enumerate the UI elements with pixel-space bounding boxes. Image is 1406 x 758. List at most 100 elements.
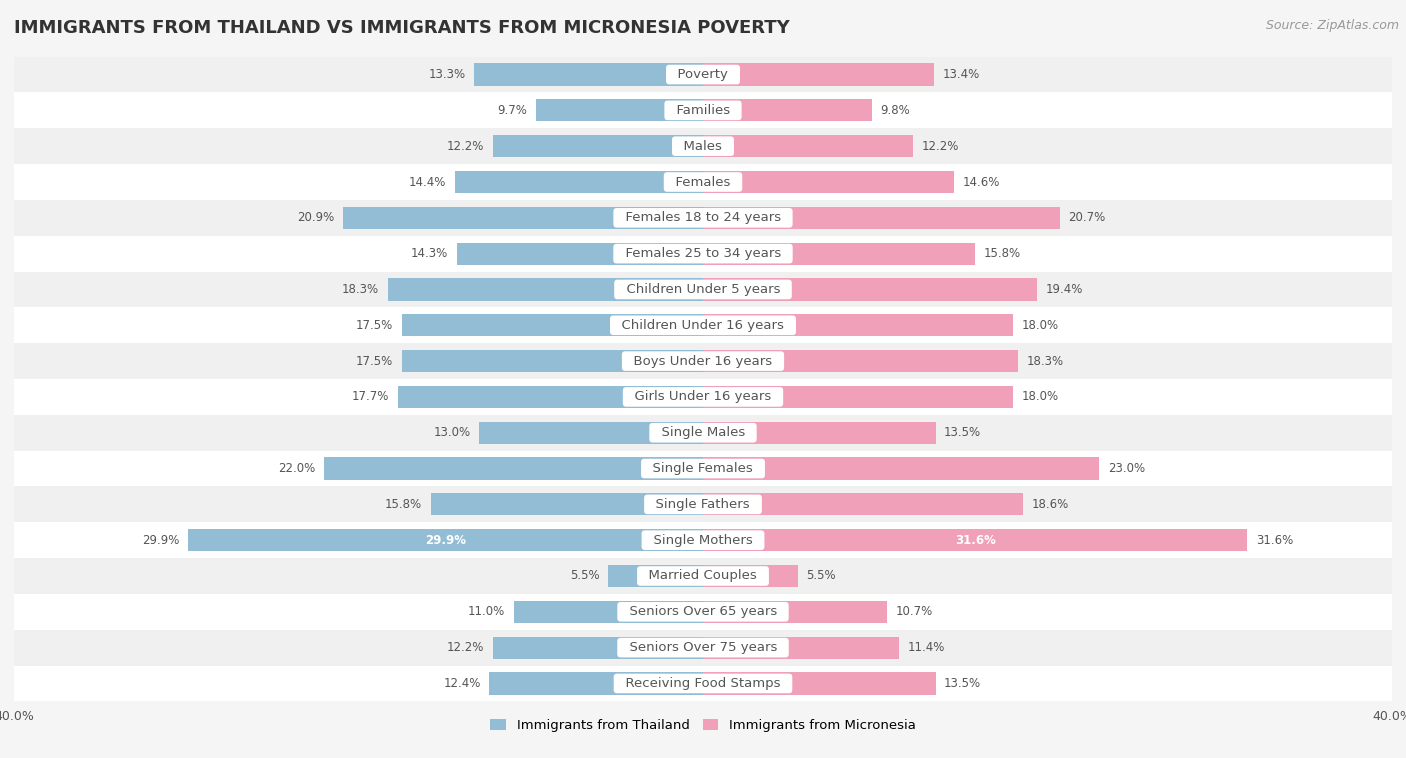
Bar: [14, 451, 1392, 487]
Text: 12.2%: 12.2%: [447, 139, 484, 152]
Bar: [398, 386, 703, 408]
Text: 15.8%: 15.8%: [385, 498, 422, 511]
Bar: [14, 128, 1392, 164]
Text: 19.4%: 19.4%: [1046, 283, 1083, 296]
Bar: [14, 236, 1392, 271]
Text: 10.7%: 10.7%: [896, 606, 934, 619]
Bar: [323, 457, 703, 480]
Bar: [402, 314, 703, 337]
Text: Source: ZipAtlas.com: Source: ZipAtlas.com: [1265, 19, 1399, 32]
Text: Children Under 5 years: Children Under 5 years: [617, 283, 789, 296]
Bar: [703, 135, 912, 158]
Bar: [14, 271, 1392, 307]
Bar: [703, 386, 1012, 408]
Bar: [479, 421, 703, 444]
Bar: [14, 200, 1392, 236]
Text: Females: Females: [666, 176, 740, 189]
Bar: [703, 637, 900, 659]
Bar: [703, 207, 1060, 229]
Text: 18.3%: 18.3%: [1026, 355, 1064, 368]
Bar: [703, 314, 1012, 337]
Bar: [343, 207, 703, 229]
Legend: Immigrants from Thailand, Immigrants from Micronesia: Immigrants from Thailand, Immigrants fro…: [485, 714, 921, 738]
Bar: [703, 64, 934, 86]
Bar: [536, 99, 703, 121]
Text: 17.5%: 17.5%: [356, 319, 392, 332]
Text: Poverty: Poverty: [669, 68, 737, 81]
Text: 18.0%: 18.0%: [1022, 319, 1059, 332]
Bar: [703, 243, 976, 265]
Text: 31.6%: 31.6%: [1256, 534, 1294, 547]
Bar: [402, 350, 703, 372]
Text: Females 18 to 24 years: Females 18 to 24 years: [617, 211, 789, 224]
Bar: [703, 350, 1018, 372]
Text: 29.9%: 29.9%: [425, 534, 465, 547]
Bar: [703, 457, 1099, 480]
Text: Families: Families: [668, 104, 738, 117]
Text: 5.5%: 5.5%: [807, 569, 837, 582]
Bar: [703, 529, 1247, 551]
Bar: [703, 493, 1024, 515]
Text: Single Mothers: Single Mothers: [645, 534, 761, 547]
Text: Single Males: Single Males: [652, 426, 754, 439]
Text: IMMIGRANTS FROM THAILAND VS IMMIGRANTS FROM MICRONESIA POVERTY: IMMIGRANTS FROM THAILAND VS IMMIGRANTS F…: [14, 19, 790, 37]
Bar: [14, 379, 1392, 415]
Bar: [703, 278, 1038, 301]
Bar: [14, 307, 1392, 343]
Text: 15.8%: 15.8%: [984, 247, 1021, 260]
Text: 17.7%: 17.7%: [352, 390, 389, 403]
Bar: [456, 171, 703, 193]
Bar: [14, 92, 1392, 128]
Bar: [494, 135, 703, 158]
Text: Girls Under 16 years: Girls Under 16 years: [626, 390, 780, 403]
Bar: [609, 565, 703, 587]
Text: 11.0%: 11.0%: [468, 606, 505, 619]
Text: 12.4%: 12.4%: [443, 677, 481, 690]
Text: 14.4%: 14.4%: [409, 176, 446, 189]
Text: Single Females: Single Females: [644, 462, 762, 475]
Bar: [14, 164, 1392, 200]
Text: 29.9%: 29.9%: [142, 534, 180, 547]
Bar: [14, 487, 1392, 522]
Bar: [489, 672, 703, 694]
Bar: [474, 64, 703, 86]
Text: 14.3%: 14.3%: [411, 247, 449, 260]
Text: 5.5%: 5.5%: [569, 569, 599, 582]
Text: 31.6%: 31.6%: [955, 534, 995, 547]
Text: Children Under 16 years: Children Under 16 years: [613, 319, 793, 332]
Text: Single Fathers: Single Fathers: [647, 498, 759, 511]
Text: 12.2%: 12.2%: [447, 641, 484, 654]
Text: Married Couples: Married Couples: [640, 569, 766, 582]
Bar: [14, 415, 1392, 451]
Text: 14.6%: 14.6%: [963, 176, 1001, 189]
Bar: [14, 594, 1392, 630]
Text: Females 25 to 34 years: Females 25 to 34 years: [617, 247, 789, 260]
Text: 20.7%: 20.7%: [1069, 211, 1105, 224]
Text: 13.5%: 13.5%: [945, 426, 981, 439]
Bar: [703, 600, 887, 623]
Text: 20.9%: 20.9%: [297, 211, 335, 224]
Bar: [14, 558, 1392, 594]
Text: 9.8%: 9.8%: [880, 104, 910, 117]
Text: Seniors Over 75 years: Seniors Over 75 years: [620, 641, 786, 654]
Text: 18.0%: 18.0%: [1022, 390, 1059, 403]
Text: 9.7%: 9.7%: [498, 104, 527, 117]
Text: 17.5%: 17.5%: [356, 355, 392, 368]
Text: 11.4%: 11.4%: [908, 641, 945, 654]
Bar: [14, 522, 1392, 558]
Bar: [188, 529, 703, 551]
Text: Males: Males: [675, 139, 731, 152]
Bar: [494, 637, 703, 659]
Bar: [14, 630, 1392, 666]
Bar: [703, 99, 872, 121]
Bar: [14, 666, 1392, 701]
Bar: [703, 565, 797, 587]
Bar: [14, 343, 1392, 379]
Bar: [703, 672, 935, 694]
Bar: [457, 243, 703, 265]
Text: Receiving Food Stamps: Receiving Food Stamps: [617, 677, 789, 690]
Bar: [703, 421, 935, 444]
Text: 13.0%: 13.0%: [433, 426, 471, 439]
Text: 13.4%: 13.4%: [942, 68, 980, 81]
Text: 18.3%: 18.3%: [342, 283, 380, 296]
